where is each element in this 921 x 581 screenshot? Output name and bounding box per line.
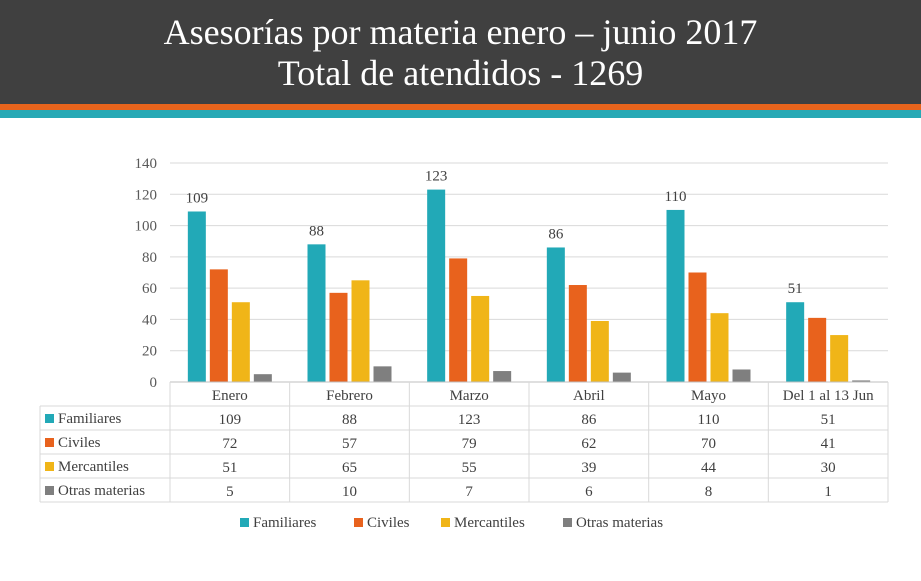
x-tick-label: Del 1 al 13 Jun [783,388,874,404]
bar [209,269,228,382]
legend-swatch [563,518,572,527]
bar [231,302,250,382]
table-cell: 30 [821,460,836,476]
table-row-label: Familiares [58,411,121,427]
bar [351,280,370,382]
table-cell: 6 [585,484,593,500]
table-cell: 72 [222,436,237,452]
table-cell: 1 [824,484,832,500]
bar [710,313,729,382]
data-label: 86 [548,226,564,242]
bar [187,211,206,382]
legend-key [45,462,54,471]
legend-label: Civiles [367,515,410,531]
table-cell: 57 [342,436,358,452]
table-cell: 55 [462,460,477,476]
bar [732,369,751,382]
legend-swatch [240,518,249,527]
x-tick-label: Marzo [450,388,489,404]
bar [786,302,805,382]
legend-swatch [441,518,450,527]
table-row-label: Mercantiles [58,459,129,475]
data-label: 109 [186,190,209,206]
bar [590,320,609,382]
x-tick-label: Febrero [326,388,373,404]
table-cell: 39 [581,460,596,476]
y-tick-label: 100 [135,219,158,235]
table-cell: 51 [222,460,237,476]
table-row-label: Otras materias [58,483,145,499]
y-tick-label: 140 [135,156,158,172]
bar [449,258,468,382]
table-cell: 79 [462,436,477,452]
table-cell: 8 [705,484,713,500]
title-line-2: Total de atendidos - 1269 [277,53,644,93]
y-tick-label: 40 [142,312,157,328]
x-tick-label: Mayo [691,388,726,404]
y-tick-label: 120 [135,187,158,203]
legend-key [45,438,54,447]
table-cell: 110 [698,412,720,428]
bar [329,292,348,382]
table-cell: 44 [701,460,717,476]
table-cell: 109 [219,412,242,428]
legend-swatch [354,518,363,527]
y-tick-label: 0 [150,375,158,391]
table-row-label: Civiles [58,435,101,451]
data-label: 110 [665,189,687,205]
bar [808,317,827,382]
bar [493,371,512,382]
y-tick-label: 20 [142,344,157,360]
bar [373,366,392,382]
table-cell: 5 [226,484,234,500]
data-label: 123 [425,169,448,185]
bar [830,335,849,382]
legend-key [45,486,54,495]
legend-key [45,414,54,423]
table-cell: 86 [581,412,597,428]
bar [612,372,631,382]
bar [253,374,272,382]
bar [852,380,871,382]
table-cell: 10 [342,484,357,500]
y-tick-label: 60 [142,281,157,297]
table-cell: 65 [342,460,357,476]
bar [471,295,490,382]
table-cell: 123 [458,412,481,428]
table-cell: 70 [701,436,716,452]
table-cell: 41 [821,436,836,452]
title-banner: Asesorías por materia enero – junio 2017… [0,0,921,104]
table-cell: 88 [342,412,357,428]
table-cell: 51 [821,412,836,428]
legend-label: Otras materias [576,515,663,531]
legend-label: Familiares [253,515,316,531]
legend-label: Mercantiles [454,515,525,531]
x-tick-label: Enero [212,388,248,404]
data-label: 51 [788,281,803,297]
table-cell: 7 [465,484,473,500]
table-cell: 62 [581,436,596,452]
orange-stripe [0,104,921,110]
data-label: 88 [309,223,324,239]
bar [546,247,565,382]
teal-stripe [0,110,921,118]
bar [307,244,326,382]
x-tick-label: Abril [573,388,605,404]
bar [568,285,587,382]
bar [688,272,707,382]
title-line-1: Asesorías por materia enero – junio 2017 [163,12,758,52]
bar [666,209,685,382]
y-tick-label: 80 [142,250,157,266]
bar [427,189,446,382]
